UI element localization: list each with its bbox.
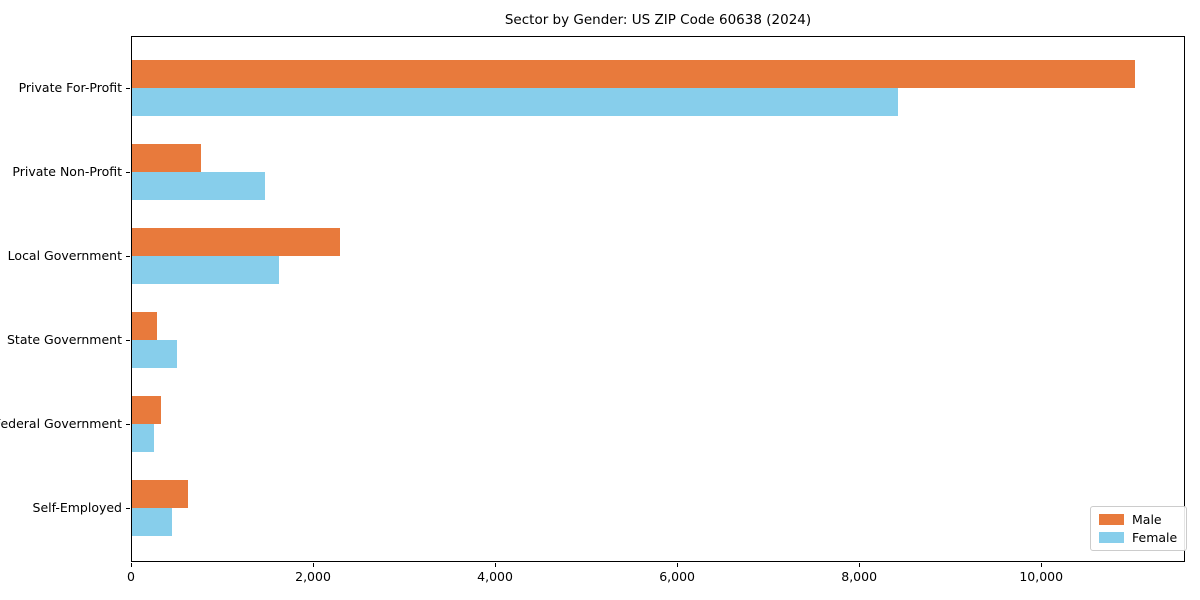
y-tick-mark bbox=[126, 340, 130, 341]
x-tick-mark bbox=[677, 563, 679, 567]
y-axis-label-2: Private Non-Profit bbox=[12, 164, 122, 179]
y-tick-mark bbox=[126, 88, 130, 89]
x-tick-mark bbox=[495, 563, 497, 567]
x-axis-label-8,000: 8,000 bbox=[841, 569, 878, 584]
chart-title: Sector by Gender: US ZIP Code 60638 (202… bbox=[504, 12, 812, 28]
x-axis-label-6,000: 6,000 bbox=[659, 569, 696, 584]
legend-swatch-female bbox=[1099, 532, 1124, 543]
x-axis-label-10,000: 10,000 bbox=[1019, 569, 1064, 584]
bar-female-6 bbox=[132, 508, 172, 536]
bar-male-1 bbox=[132, 60, 1135, 88]
x-tick-mark bbox=[859, 563, 861, 567]
y-tick-mark bbox=[126, 424, 130, 425]
bar-female-1 bbox=[132, 88, 898, 116]
bar-male-5 bbox=[132, 396, 161, 424]
y-axis-label-5: Federal Government bbox=[0, 416, 122, 431]
legend-item-male: Male bbox=[1099, 513, 1177, 526]
y-axis-label-1: Private For-Profit bbox=[18, 80, 122, 95]
y-axis-label-3: Local Government bbox=[7, 248, 122, 263]
x-tick-mark bbox=[1041, 563, 1043, 567]
bar-female-5 bbox=[132, 424, 154, 452]
legend: Male Female bbox=[1090, 506, 1188, 551]
legend-label-female: Female bbox=[1132, 530, 1178, 545]
bar-female-4 bbox=[132, 340, 177, 368]
legend-swatch-male bbox=[1099, 514, 1124, 525]
x-tick-mark bbox=[131, 563, 132, 567]
x-axis-label-2,000: 2,000 bbox=[295, 569, 331, 584]
y-tick-mark bbox=[126, 256, 130, 257]
y-axis-label-6: Self-Employed bbox=[32, 500, 122, 515]
x-axis-label-0: 0 bbox=[127, 569, 135, 584]
bar-female-3 bbox=[132, 256, 279, 284]
x-tick-mark bbox=[313, 563, 315, 567]
bar-male-2 bbox=[132, 144, 201, 172]
y-axis-label-4: State Government bbox=[6, 332, 122, 347]
x-axis-label-4,000: 4,000 bbox=[477, 569, 513, 584]
legend-label-male: Male bbox=[1132, 512, 1162, 527]
bar-male-6 bbox=[132, 480, 188, 508]
y-tick-mark bbox=[126, 508, 130, 509]
y-tick-mark bbox=[126, 172, 130, 173]
bar-female-2 bbox=[132, 172, 265, 200]
bar-male-4 bbox=[132, 312, 157, 340]
bar-male-3 bbox=[132, 228, 340, 256]
legend-item-female: Female bbox=[1099, 531, 1177, 544]
